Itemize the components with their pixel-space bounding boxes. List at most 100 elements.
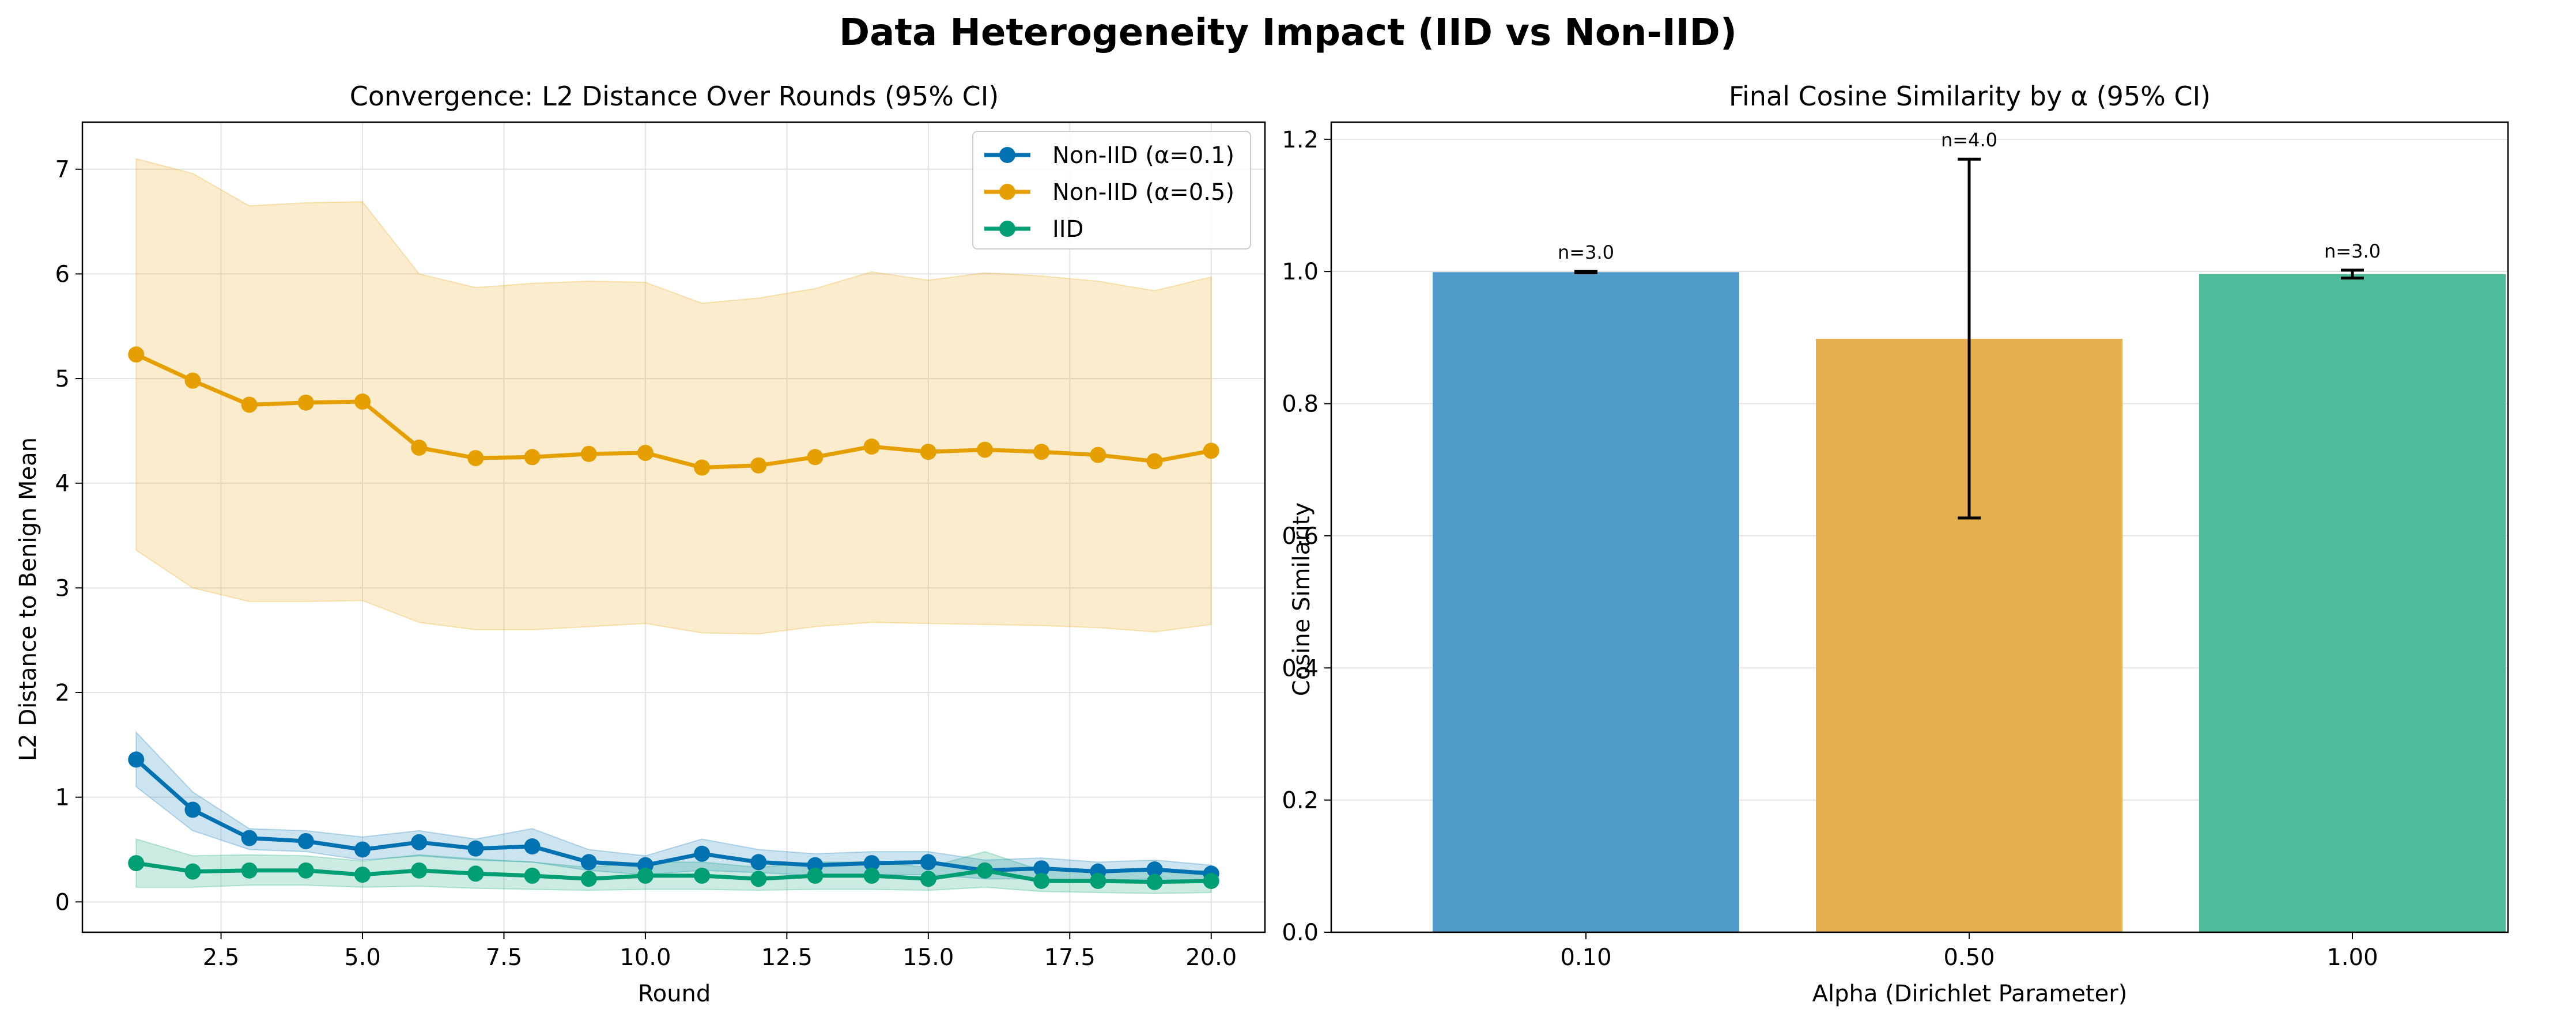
- left-y-tick-label: 7: [55, 157, 70, 183]
- data-point-series-0: [863, 855, 880, 872]
- data-point-series-1: [750, 457, 767, 474]
- data-point-series-2: [354, 867, 371, 883]
- data-point-series-2: [184, 863, 201, 880]
- left-y-axis-label: L2 Distance to Benign Mean: [15, 437, 41, 761]
- data-point-series-1: [128, 346, 145, 363]
- left-y-tick-label: 4: [55, 471, 70, 497]
- bar-annotation: n=4.0: [1941, 129, 1997, 151]
- left-x-tick-label: 20.0: [1185, 944, 1237, 971]
- legend-label: IID: [1052, 216, 1083, 243]
- left-y-tick-label: 3: [55, 575, 70, 602]
- left-x-tick-label: 17.5: [1044, 944, 1096, 971]
- data-point-series-0: [1146, 861, 1163, 878]
- legend-item: Non-IID (α=0.5): [984, 179, 1234, 206]
- data-point-series-2: [637, 867, 654, 884]
- left-x-axis-label: Round: [638, 981, 711, 1007]
- data-point-series-1: [241, 396, 258, 413]
- data-point-series-2: [807, 867, 824, 884]
- data-point-series-0: [580, 854, 597, 871]
- left-y-tick-label: 6: [55, 261, 70, 288]
- data-point-series-2: [694, 867, 711, 884]
- data-point-series-1: [1146, 453, 1163, 470]
- data-point-series-1: [863, 438, 880, 455]
- left-x-tick-label: 15.0: [902, 944, 954, 971]
- left-plot-frame: [81, 121, 1266, 933]
- right-x-tick-label: 0.10: [1560, 944, 1611, 971]
- data-point-series-2: [1033, 872, 1050, 889]
- right-y-tick-label: 0.6: [1282, 523, 1319, 550]
- right-x-tick-label: 0.50: [1943, 944, 1995, 971]
- right-x-axis-label: Alpha (Dirichlet Parameter): [1812, 981, 2128, 1007]
- data-point-series-1: [694, 459, 711, 476]
- data-point-series-1: [580, 445, 597, 462]
- series-line-2: [135, 861, 1211, 884]
- right-plot-frame: [1330, 121, 2509, 933]
- data-point-series-0: [750, 854, 767, 871]
- legend-label: Non-IID (α=0.1): [1052, 142, 1234, 169]
- right-y-tick-label: 1.0: [1282, 259, 1319, 285]
- data-point-series-1: [467, 450, 484, 467]
- bar-1.00: [2199, 274, 2506, 933]
- data-point-series-2: [297, 862, 314, 879]
- legend-swatch-marker: [999, 221, 1015, 237]
- data-point-series-1: [297, 394, 314, 411]
- data-point-series-0: [920, 854, 936, 871]
- left-x-tick-label: 12.5: [761, 944, 813, 971]
- data-point-series-1: [977, 441, 993, 458]
- data-point-series-1: [1090, 447, 1106, 463]
- data-point-series-0: [467, 840, 484, 857]
- data-point-series-2: [524, 867, 541, 884]
- data-point-series-0: [694, 845, 711, 862]
- data-point-series-2: [580, 871, 597, 887]
- data-point-series-1: [411, 439, 428, 456]
- data-point-series-2: [467, 865, 484, 882]
- right-y-tick-label: 0.0: [1282, 920, 1319, 946]
- left-y-tick-label: 1: [55, 785, 70, 811]
- data-point-series-2: [241, 862, 258, 879]
- left-y-tick-label: 5: [55, 366, 70, 392]
- right-y-tick-label: 0.8: [1282, 391, 1319, 418]
- left-chart-title: Convergence: L2 Distance Over Rounds (95…: [350, 81, 999, 112]
- ci-band-series-1: [135, 158, 1212, 635]
- left-x-tick-label: 10.0: [620, 944, 671, 971]
- series-line-1: [135, 353, 1212, 470]
- left-y-tick-label: 2: [55, 680, 70, 706]
- data-point-series-2: [1146, 873, 1163, 890]
- data-point-series-0: [241, 830, 258, 846]
- error-bar: [1574, 270, 1597, 274]
- data-point-series-0: [128, 751, 145, 768]
- data-point-series-1: [807, 449, 824, 466]
- bar-0.10: [1433, 272, 1739, 932]
- left-x-tick-label: 7.5: [486, 944, 523, 971]
- data-point-series-1: [1203, 442, 1219, 459]
- data-point-series-2: [750, 871, 767, 887]
- bar-chart-cosine-similarity: Final Cosine Similarity by α (95% CI) Al…: [1282, 81, 2509, 1007]
- data-point-series-0: [524, 838, 541, 855]
- right-x-tick-label: 1.00: [2326, 944, 2378, 971]
- right-y-tick-label: 0.4: [1282, 655, 1319, 682]
- error-bar: [1958, 157, 1981, 520]
- legend-frame: [972, 131, 1251, 249]
- legend-item: IID: [984, 216, 1083, 243]
- data-point-series-2: [977, 862, 993, 879]
- error-bar: [2341, 268, 2364, 280]
- data-point-series-2: [1090, 872, 1106, 889]
- ci-band-series-2: [135, 838, 1212, 894]
- data-point-series-2: [1203, 872, 1219, 889]
- data-point-series-1: [920, 444, 936, 460]
- data-point-series-2: [411, 862, 428, 879]
- data-point-series-0: [184, 801, 201, 818]
- left-x-tick-label: 5.0: [344, 944, 381, 971]
- right-y-axis-label: Cosine Similarity: [1289, 502, 1315, 696]
- data-point-series-1: [354, 394, 371, 410]
- data-point-series-1: [184, 372, 201, 389]
- right-y-tick-label: 1.2: [1282, 127, 1319, 153]
- legend: Non-IID (α=0.1) Non-IID (α=0.5) IID: [972, 131, 1251, 249]
- right-y-tick-label: 0.2: [1282, 788, 1319, 814]
- legend-label: Non-IID (α=0.5): [1052, 179, 1234, 206]
- data-point-series-1: [1033, 444, 1050, 460]
- right-chart-title: Final Cosine Similarity by α (95% CI): [1729, 81, 2211, 112]
- data-point-series-2: [920, 871, 936, 887]
- data-point-series-0: [1033, 860, 1050, 877]
- legend-swatch-marker: [999, 184, 1015, 200]
